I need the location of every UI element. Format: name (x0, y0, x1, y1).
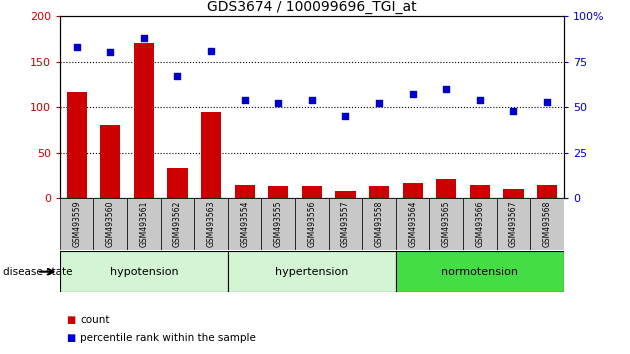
Bar (335, 191, 355, 198)
Text: GSM493555: GSM493555 (274, 201, 283, 247)
Bar (234, 184, 255, 198)
Bar (134, 43, 154, 198)
Bar (168, 168, 188, 198)
Text: percentile rank within the sample: percentile rank within the sample (80, 333, 256, 343)
Text: hypotension: hypotension (110, 267, 178, 277)
Text: GSM493557: GSM493557 (341, 201, 350, 247)
Bar (268, 187, 289, 198)
Text: GSM493568: GSM493568 (542, 201, 551, 247)
Point (374, 101, 384, 106)
Text: disease state: disease state (3, 267, 72, 277)
Point (139, 35, 149, 41)
Point (105, 50, 115, 55)
Bar (496, 198, 530, 250)
Bar (403, 183, 423, 198)
Text: GSM493559: GSM493559 (72, 201, 81, 247)
Bar (194, 198, 228, 250)
Text: GSM493565: GSM493565 (442, 201, 450, 247)
Text: GSM493564: GSM493564 (408, 201, 417, 247)
Text: GSM493567: GSM493567 (509, 201, 518, 247)
Point (441, 86, 451, 92)
Bar (430, 198, 463, 250)
Text: GSM493560: GSM493560 (106, 201, 115, 247)
Text: GSM493554: GSM493554 (240, 201, 249, 247)
Text: count: count (80, 315, 110, 325)
Bar (362, 198, 396, 250)
Text: hypertension: hypertension (275, 267, 348, 277)
Point (273, 101, 284, 106)
Bar (329, 198, 362, 250)
Title: GDS3674 / 100099696_TGI_at: GDS3674 / 100099696_TGI_at (207, 0, 416, 13)
Bar (60, 251, 228, 292)
Bar (396, 198, 430, 250)
Text: ■: ■ (66, 333, 76, 343)
Bar (100, 125, 120, 198)
Bar (261, 198, 295, 250)
Text: ■: ■ (66, 315, 76, 325)
Bar (228, 198, 261, 250)
Bar (463, 198, 496, 250)
Bar (201, 112, 221, 198)
Point (408, 91, 418, 97)
Point (72, 44, 82, 50)
Bar (530, 198, 564, 250)
Text: GSM493558: GSM493558 (375, 201, 384, 247)
Bar (67, 92, 87, 198)
Text: GSM493563: GSM493563 (207, 201, 215, 247)
Text: normotension: normotension (442, 267, 518, 277)
Bar (436, 179, 456, 198)
Bar (127, 198, 161, 250)
Point (542, 99, 552, 104)
Point (508, 108, 518, 114)
Bar (228, 251, 396, 292)
Bar (503, 189, 524, 198)
Bar (396, 251, 564, 292)
Point (307, 97, 317, 103)
Bar (302, 187, 322, 198)
Point (340, 113, 350, 119)
Point (173, 73, 183, 79)
Point (206, 48, 216, 53)
Text: GSM493566: GSM493566 (476, 201, 484, 247)
Point (239, 97, 249, 103)
Text: GSM493561: GSM493561 (139, 201, 148, 247)
Bar (470, 185, 490, 198)
Bar (369, 187, 389, 198)
Bar (93, 198, 127, 250)
Bar (537, 185, 557, 198)
Point (475, 97, 485, 103)
Bar (161, 198, 194, 250)
Bar (295, 198, 329, 250)
Bar (60, 198, 93, 250)
Text: GSM493556: GSM493556 (307, 201, 316, 247)
Text: GSM493562: GSM493562 (173, 201, 182, 247)
